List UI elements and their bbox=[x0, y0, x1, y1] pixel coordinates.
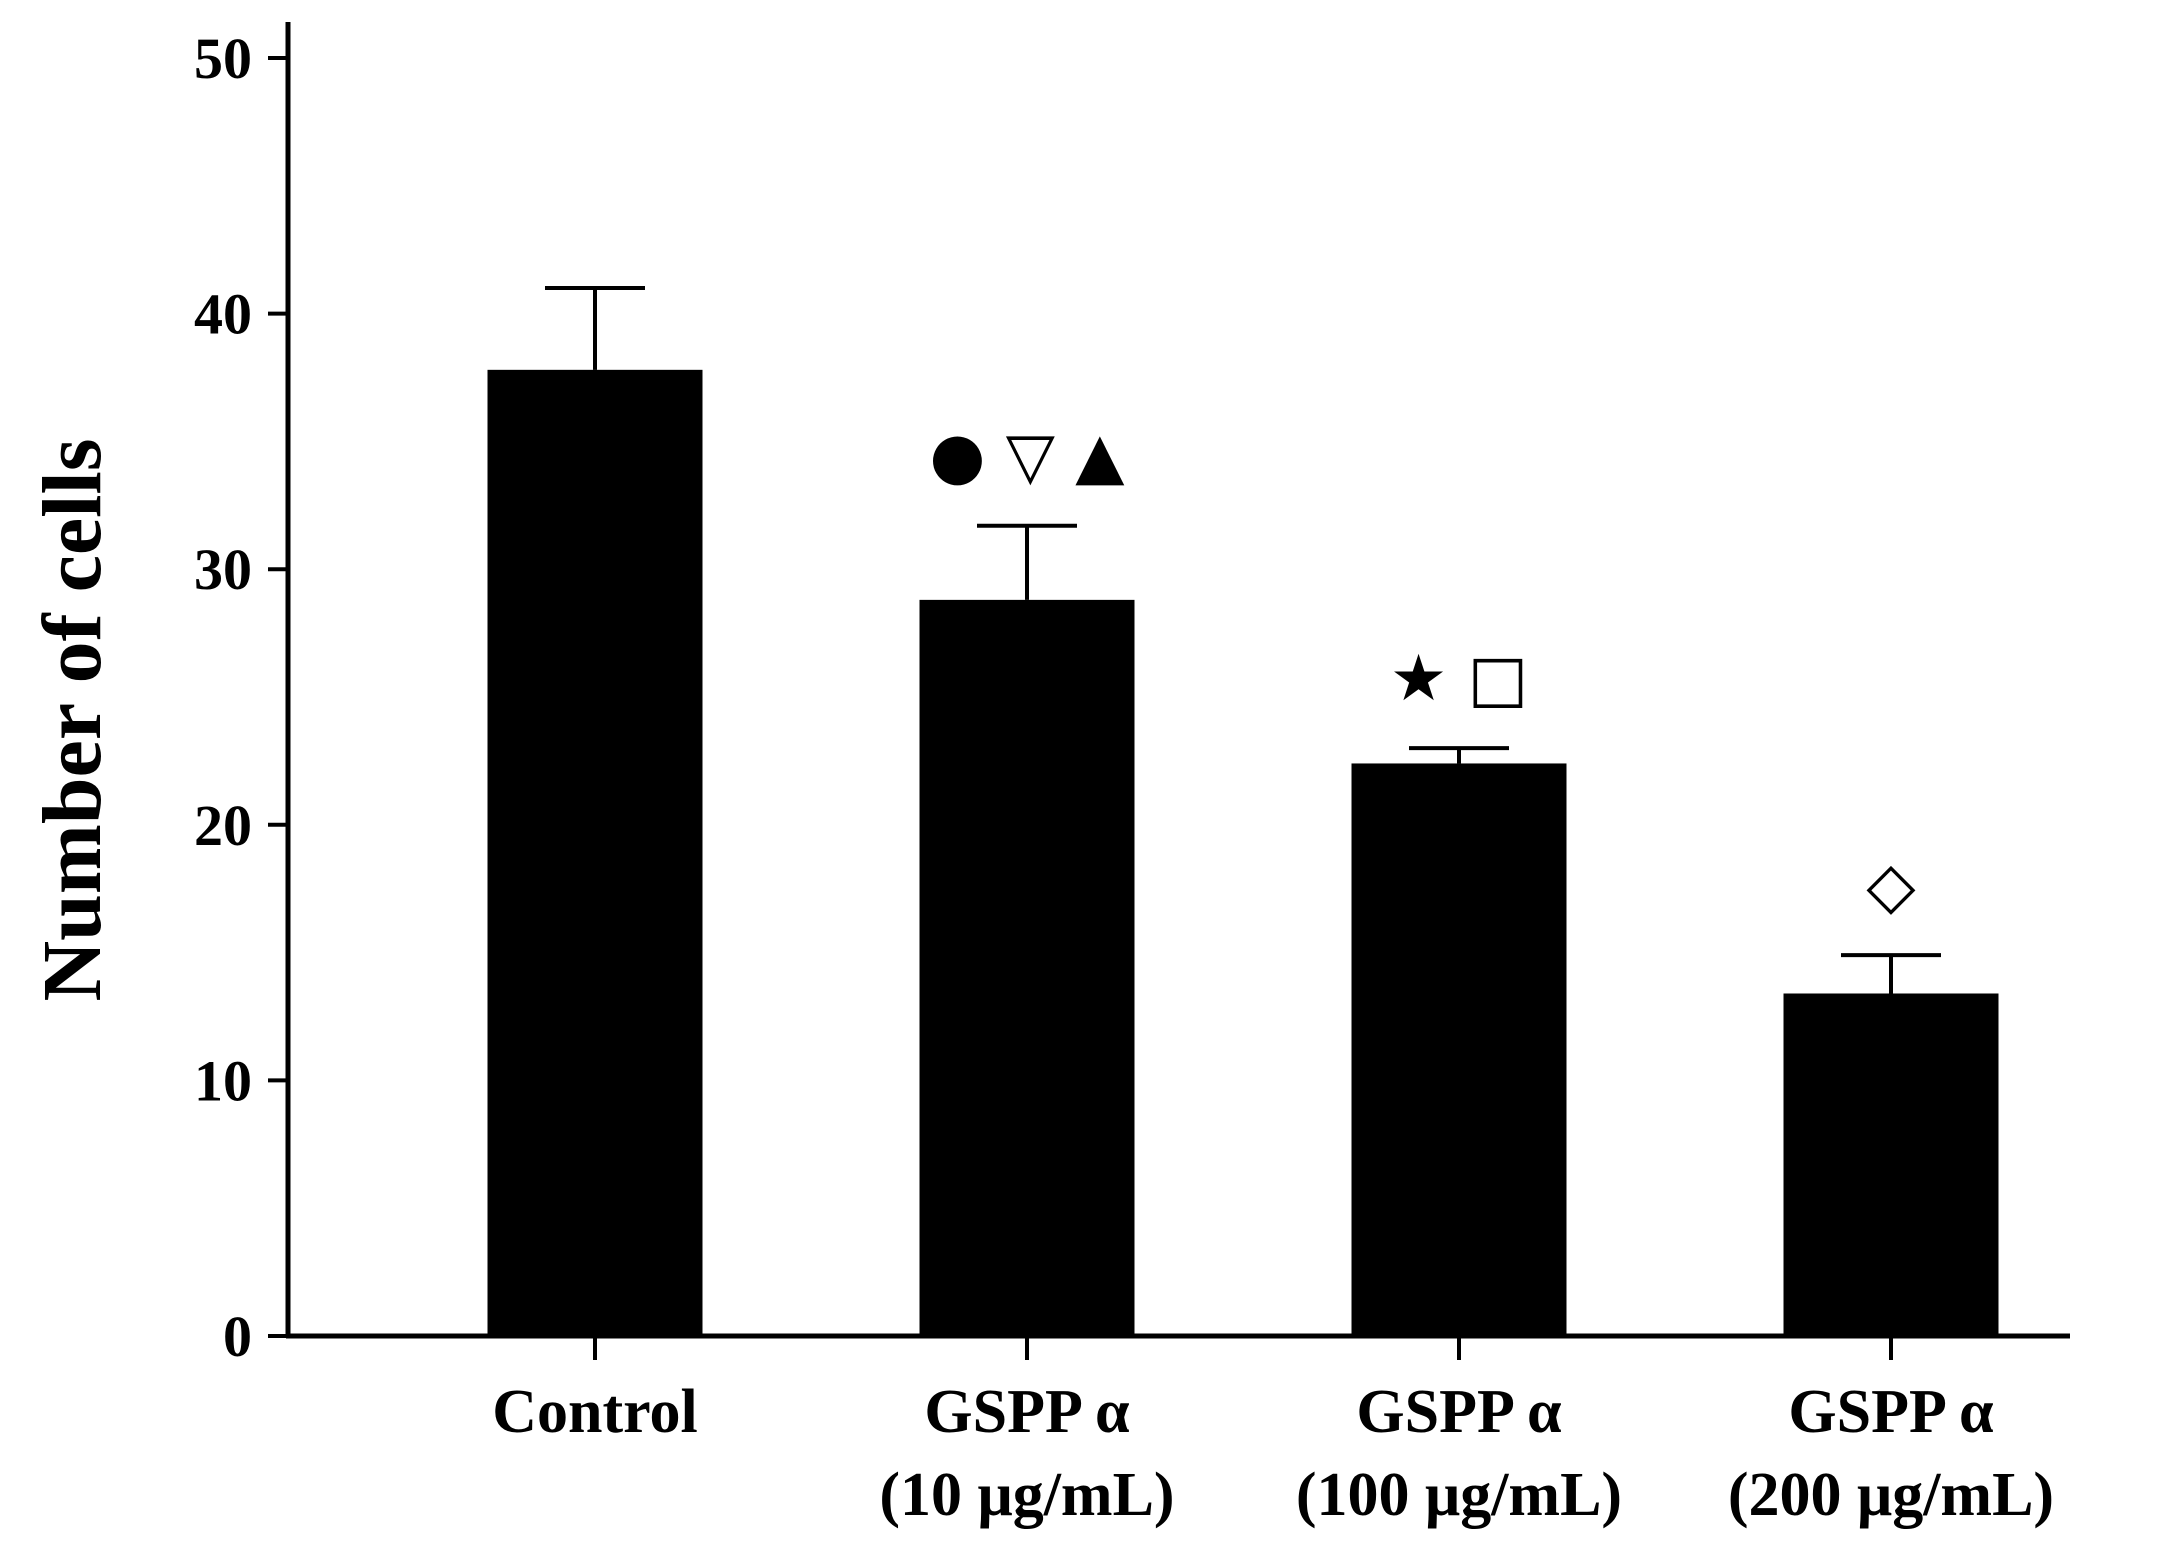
y-tick-label: 0 bbox=[223, 1304, 252, 1369]
significance-marker: ◇ bbox=[1866, 849, 1916, 923]
x-axis-ticks: Control GSPP α (10 μg/mL) GSPP α (100 μg/mL)… bbox=[492, 1336, 2054, 1529]
x-tick-label: GSPP α bbox=[1356, 1378, 1561, 1446]
x-tick-label-line2: (10 μg/mL) bbox=[879, 1461, 1174, 1529]
y-tick-label: 50 bbox=[194, 26, 252, 91]
bar bbox=[1351, 763, 1567, 1336]
y-tick-label: 10 bbox=[194, 1048, 252, 1113]
significance-marker: ★ □ bbox=[1390, 642, 1528, 716]
x-tick-label-line2: (200 μg/mL) bbox=[1728, 1461, 2054, 1529]
x-tick-label: GSPP α bbox=[924, 1378, 1129, 1446]
bar bbox=[1783, 993, 1999, 1336]
bar bbox=[919, 599, 1135, 1336]
significance-marker: ● ▽ ▲ bbox=[930, 420, 1126, 494]
y-tick-label: 30 bbox=[194, 537, 252, 602]
bars bbox=[487, 369, 1999, 1336]
y-tick-label: 20 bbox=[194, 793, 252, 858]
significance-markers: ● ▽ ▲ ★ □ ◇ bbox=[930, 420, 1917, 923]
x-tick-label: Control bbox=[492, 1378, 698, 1446]
error-bars bbox=[545, 286, 1941, 994]
x-tick-label-line2: (100 μg/mL) bbox=[1296, 1461, 1622, 1529]
bar bbox=[487, 369, 703, 1336]
y-tick-label: 40 bbox=[194, 282, 252, 347]
x-tick-label: GSPP α bbox=[1788, 1378, 1993, 1446]
y-axis-title: Number of cells bbox=[26, 438, 119, 1001]
y-axis-ticks: 0 10 20 30 40 50 bbox=[194, 26, 288, 1369]
